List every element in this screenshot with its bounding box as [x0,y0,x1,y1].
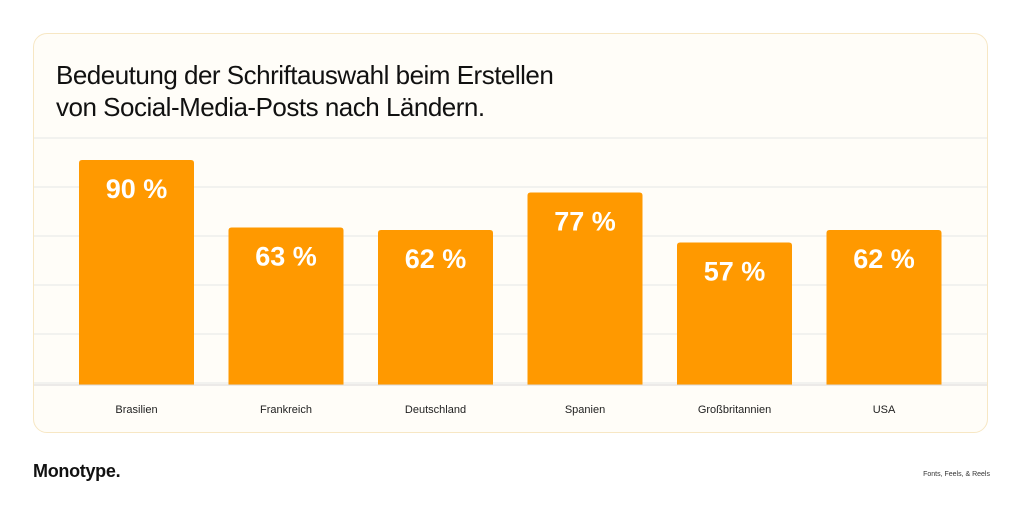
bar-frankreich [228,227,344,385]
bar-chart: 90 % Brasilien 63 % Frankreich 62 % Deutschla… [34,137,987,416]
bar-value-label: 63 % [255,242,317,272]
category-label: Brasilien [115,404,157,416]
category-label: Frankreich [260,404,312,416]
bar-spanien [527,192,643,385]
bar-großbritannien [677,242,792,385]
bar-brasilien [79,160,194,385]
chart-title-line-2: von Social-Media-Posts nach Ländern. [56,92,485,122]
chart-card: Bedeutung der Schriftauswahl beim Erstel… [33,33,988,433]
bar-value-label: 57 % [704,257,766,287]
bar-value-label: 62 % [405,244,467,274]
chart-title: Bedeutung der Schriftauswahl beim Erstel… [56,59,756,123]
bar-usa [826,230,942,385]
chart-title-line-1: Bedeutung der Schriftauswahl beim Erstel… [56,60,554,90]
category-label: USA [873,404,896,416]
bar-value-label: 90 % [106,174,168,204]
category-label: Deutschland [405,404,466,416]
category-label: Spanien [565,404,605,416]
bar-value-label: 77 % [554,207,616,237]
bar-deutschland [378,230,493,385]
brand-logo: Monotype. [33,461,121,481]
tagline: Fonts, Feels, & Reels [923,471,990,478]
category-label: Großbritannien [698,404,771,416]
bar-value-label: 62 % [853,244,915,274]
